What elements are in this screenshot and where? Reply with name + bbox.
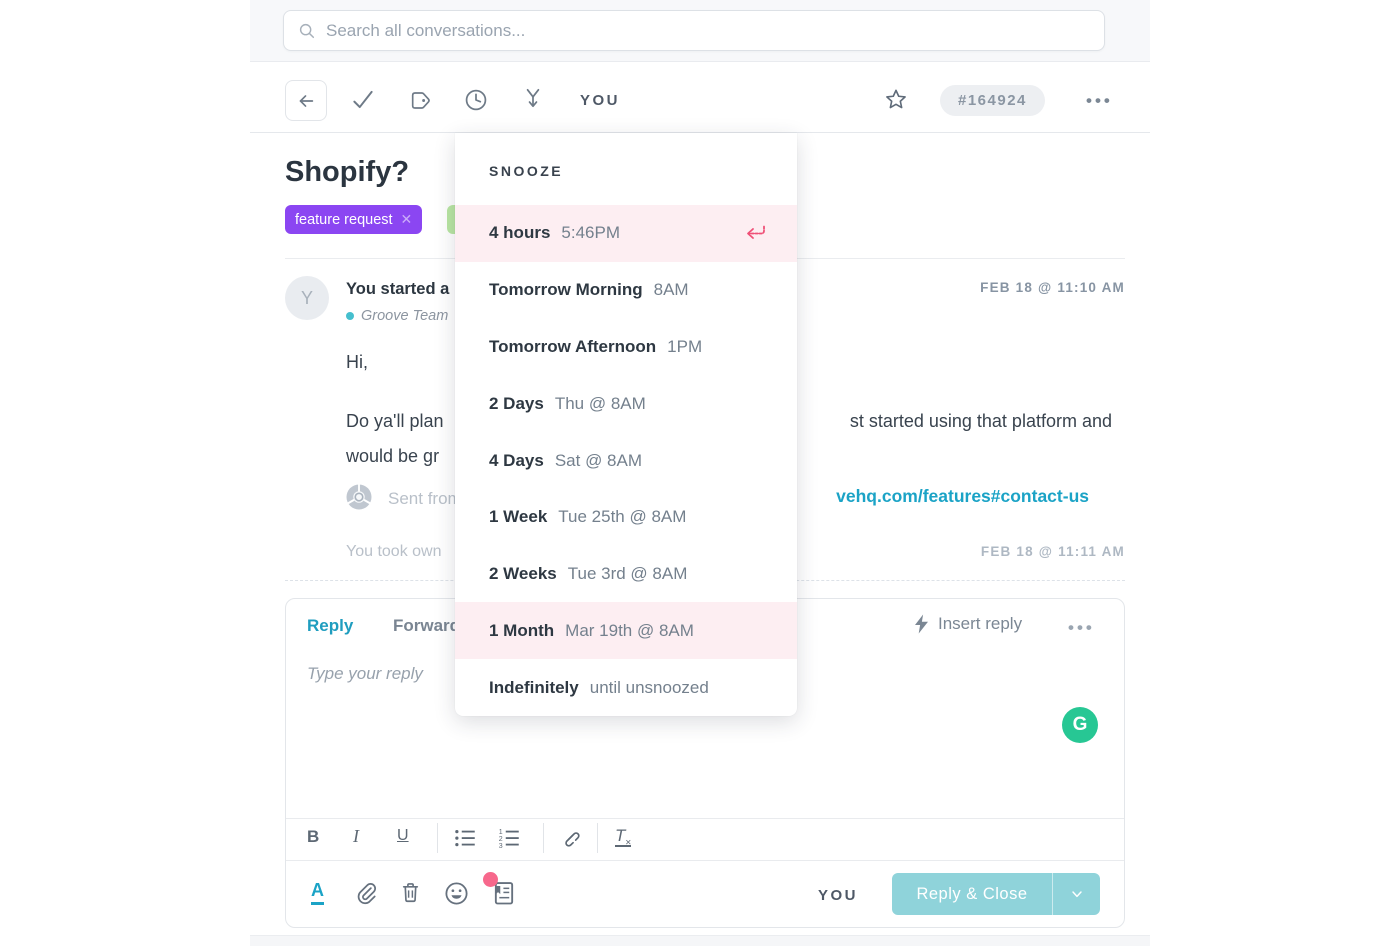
notification-dot — [483, 872, 498, 887]
underline-button[interactable]: U — [397, 827, 409, 844]
avatar-letter: Y — [300, 287, 313, 308]
link-button[interactable] — [558, 825, 583, 855]
assignee-dropdown[interactable]: YOU — [580, 92, 621, 109]
tab-forward[interactable]: Forward — [393, 616, 461, 635]
message-timestamp: FEB 18 @ 11:10 AM — [980, 280, 1125, 295]
insert-reply-button[interactable]: Insert reply — [914, 614, 1022, 634]
action-row-divider — [286, 860, 1124, 861]
resolve-button[interactable] — [350, 87, 376, 113]
conversation-title: Shopify? — [285, 156, 410, 188]
clear-formatting-icon: T× — [615, 826, 632, 849]
event-text: You took own — [346, 543, 442, 560]
common-replies-button[interactable] — [490, 879, 518, 912]
emoji-icon — [445, 882, 468, 905]
insert-reply-label: Insert reply — [938, 614, 1023, 633]
checkmark-icon — [353, 90, 373, 109]
sent-from-label: Sent from — [388, 489, 462, 508]
delete-draft-button[interactable] — [398, 880, 423, 910]
svg-text:2: 2 — [499, 836, 503, 843]
send-button-divider — [1052, 873, 1053, 915]
numbered-list-icon: 1 2 3 — [499, 829, 519, 850]
return-key-icon — [747, 225, 765, 240]
attachment-button[interactable] — [353, 880, 379, 911]
link-icon — [565, 832, 580, 847]
format-toolbar-divider — [286, 818, 1124, 819]
reply-textarea-placeholder[interactable]: Type your reply — [307, 664, 423, 683]
toolbar-divider — [543, 823, 544, 853]
tag-feature-request[interactable]: feature request ✕ — [285, 205, 423, 234]
avatar: Y — [285, 276, 329, 320]
snooze-option-2-days[interactable]: 2 Days Thu @ 8AM — [489, 393, 646, 413]
message-author: You started a — [346, 280, 450, 298]
text-color-button[interactable]: A — [311, 880, 324, 905]
snooze-menu-title: SNOOZE — [489, 163, 564, 179]
assign-button[interactable] — [520, 86, 546, 112]
search-placeholder: Search all conversations... — [326, 20, 526, 40]
search-icon — [299, 23, 315, 38]
send-options-button[interactable] — [1053, 886, 1100, 902]
tag-label: feature request — [295, 211, 393, 228]
message-via: Groove Team — [346, 308, 448, 324]
chevron-down-icon — [1071, 891, 1082, 898]
assign-merge-icon — [526, 88, 540, 108]
snooze-option-2-weeks[interactable]: 2 Weeks Tue 3rd @ 8AM — [489, 564, 688, 584]
message-via-label: Groove Team — [361, 308, 449, 324]
toolbar-divider — [437, 823, 438, 853]
back-arrow-icon — [299, 94, 314, 107]
notes-icon — [494, 882, 514, 905]
channel-dot-icon — [346, 312, 354, 320]
snooze-menu: SNOOZE 4 hours 5:46PM Tomorrow Morning 8… — [455, 133, 797, 716]
grammarly-icon[interactable]: G — [1062, 707, 1098, 743]
bullet-list-button[interactable] — [452, 824, 478, 855]
back-button[interactable] — [285, 80, 327, 121]
star-icon — [886, 89, 906, 108]
composer-more-button[interactable]: ••• — [1068, 618, 1095, 637]
paperclip-icon — [357, 883, 376, 905]
snooze-option-indefinitely[interactable]: Indefinitely until unsnoozed — [489, 677, 709, 697]
snooze-option-tomorrow-afternoon[interactable]: Tomorrow Afternoon 1PM — [489, 336, 703, 356]
reply-close-button[interactable]: Reply & Close — [916, 884, 1028, 903]
search-input[interactable]: Search all conversations... — [283, 10, 1105, 51]
message-greeting: Hi, — [346, 352, 368, 372]
tag-button[interactable] — [407, 87, 433, 113]
tag-icon — [411, 91, 430, 109]
trash-icon — [402, 883, 419, 903]
ticket-number: #164924 — [958, 92, 1027, 109]
message-body-right: st started using that platform and — [849, 411, 1112, 431]
bottom-strip — [250, 935, 1150, 946]
event-timestamp: FEB 18 @ 11:11 AM — [980, 544, 1125, 559]
composer-assignee-dropdown[interactable]: YOU — [818, 887, 859, 904]
tab-reply[interactable]: Reply — [307, 616, 354, 635]
reply-close-button-group: Reply & Close — [892, 873, 1100, 915]
snooze-option-4-days[interactable]: 4 Days Sat @ 8AM — [489, 450, 643, 470]
snooze-button[interactable] — [463, 87, 489, 113]
message-link[interactable]: vehq.com/features#contact-us — [836, 486, 1089, 506]
svg-text:3: 3 — [499, 843, 503, 850]
snooze-option-1-month[interactable]: 1 Month Mar 19th @ 8AM — [455, 602, 797, 660]
chrome-icon — [344, 482, 374, 517]
ticket-number-badge[interactable]: #164924 — [940, 85, 1045, 116]
clock-icon — [465, 89, 487, 111]
bullet-list-icon — [455, 829, 475, 847]
bold-button[interactable]: B — [307, 827, 320, 846]
italic-button[interactable]: I — [353, 826, 359, 846]
clear-formatting-button[interactable]: T× — [615, 826, 632, 849]
tag-remove-icon[interactable]: ✕ — [400, 211, 413, 227]
snooze-option-1-week[interactable]: 1 Week Tue 25th @ 8AM — [489, 507, 687, 527]
toolbar-more-button[interactable]: ••• — [1086, 91, 1113, 110]
snooze-option-4-hours[interactable]: 4 hours 5:46PM — [455, 205, 797, 262]
numbered-list-button[interactable]: 1 2 3 — [496, 824, 522, 855]
lightning-icon — [915, 614, 928, 634]
snooze-option-tomorrow-morning[interactable]: Tomorrow Morning 8AM — [489, 280, 689, 300]
toolbar-divider — [597, 823, 598, 853]
message-body-line2: would be gr — [346, 446, 440, 466]
emoji-button[interactable] — [443, 880, 470, 912]
star-button[interactable] — [883, 86, 909, 112]
svg-text:1: 1 — [499, 829, 503, 836]
message-body-left: Do ya'll plan — [346, 411, 444, 431]
